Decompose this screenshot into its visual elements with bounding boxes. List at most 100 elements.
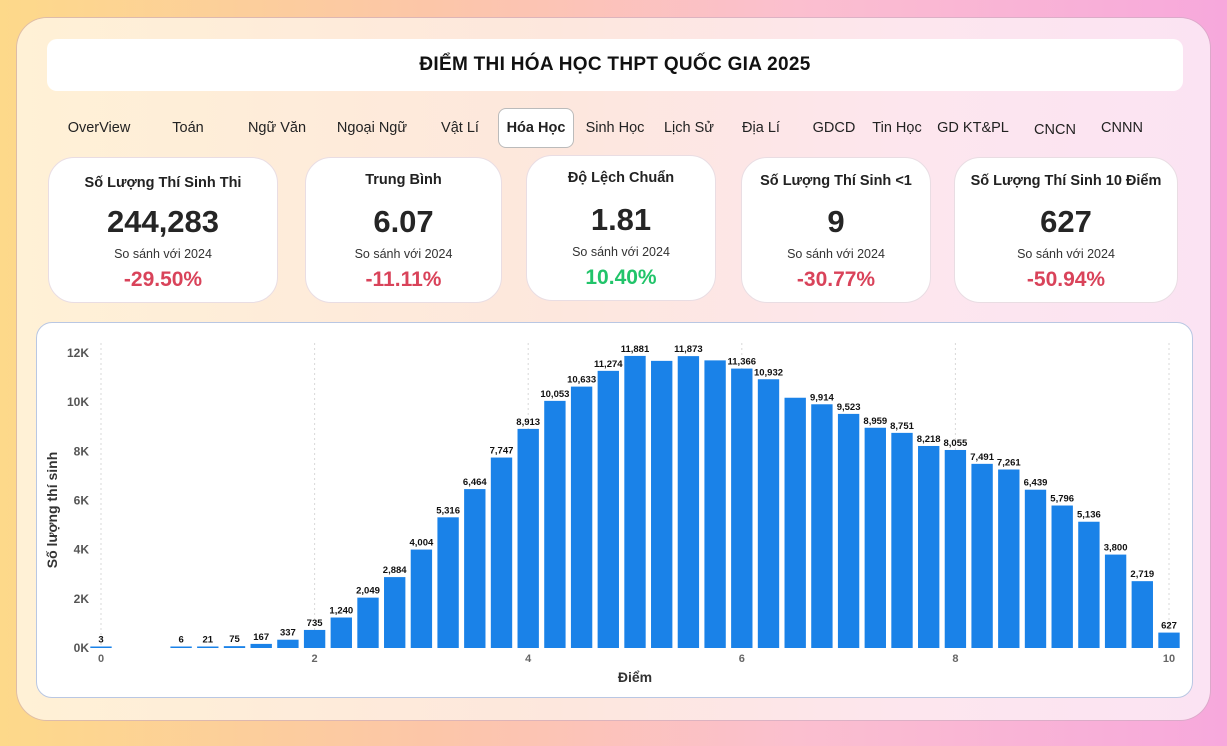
score-distribution-chart: 3 6 21 75 167 337 735 1,240 2,049 2,884 4,004 5,316… [36,322,1193,698]
bar-value-label: 8,959 [863,416,887,427]
stat-card-delta: -11.11% [365,268,442,291]
bar[interactable] [384,577,406,648]
bar[interactable] [597,370,619,648]
bar[interactable] [731,368,753,648]
bar[interactable] [837,413,860,648]
bar-value-label: 5,796 [1050,494,1074,505]
bar[interactable] [757,379,780,648]
tab-ngu-van[interactable]: Ngữ Văn [247,120,307,136]
tab-cncn[interactable]: CNCN [1034,122,1076,138]
bar-value-label: 11,873 [674,344,703,355]
tab-vat-li[interactable]: Vật Lí [441,120,479,136]
bar[interactable] [918,445,940,648]
bar-value-label: 2,884 [383,565,407,576]
bar[interactable] [490,457,513,648]
bar[interactable] [811,404,833,648]
bar-value-label: 5,136 [1077,510,1101,521]
bar-value-label: 9,914 [810,392,834,403]
stat-card-compare: So sánh với 2024 [114,247,212,261]
tab-dia-li[interactable]: Địa Lí [742,120,780,136]
bar[interactable] [784,397,806,648]
bar-value-label: 7,491 [970,452,994,463]
stat-card-value: 9 [827,204,845,239]
bar-value-label: 8,913 [516,417,540,428]
bar-value-label: 6 [178,635,183,646]
bar[interactable] [944,449,967,648]
bar[interactable] [1131,581,1153,648]
bar-value-label: 627 [1161,621,1177,632]
bar[interactable] [651,360,673,648]
tab-tin-hoc[interactable]: Tin Học [872,120,922,136]
bar-value-label: 10,053 [540,389,569,400]
bar[interactable] [570,386,593,648]
bar[interactable] [250,643,272,648]
tab-sinh-hoc[interactable]: Sinh Học [585,120,645,136]
tab-toan[interactable]: Toán [172,120,204,136]
bar[interactable] [277,639,299,648]
bar-value-label: 1,240 [329,606,353,617]
stat-card-compare: So sánh với 2024 [787,247,885,261]
tab-gdcd[interactable]: GDCD [812,120,856,136]
bar-value-label: 6,464 [463,477,487,488]
tab-hoa-hoc[interactable]: Hóa Học [498,108,574,148]
stat-card-total: Số Lượng Thí Sinh Thi 244,283 So sánh vớ… [48,157,278,303]
bar[interactable] [1024,489,1047,648]
y-tick-label: 12K [67,346,89,360]
bar-value-label: 8,751 [890,421,914,432]
bar[interactable] [303,629,326,648]
bar[interactable] [517,428,539,648]
y-tick-label: 8K [74,444,90,458]
bar[interactable] [1158,632,1180,648]
bar[interactable] [998,469,1020,648]
bar[interactable] [437,517,459,648]
stat-card-value: 244,283 [106,204,220,239]
bar-value-label: 7,261 [997,458,1021,469]
x-tick-label: 8 [952,653,958,665]
bar[interactable] [544,400,566,648]
bar[interactable] [170,646,192,649]
bar[interactable] [464,489,486,648]
bar-value-label: 7,747 [490,446,514,457]
bar[interactable] [704,360,726,648]
bar[interactable] [677,356,700,648]
stat-card-compare: So sánh với 2024 [354,247,453,261]
bar-value-label: 11,366 [728,357,757,368]
stat-card-value: 6.07 [373,204,434,239]
bar-value-label: 75 [229,634,240,645]
tab-cnnn[interactable]: CNNN [1101,120,1143,136]
bar[interactable] [410,549,433,648]
bar[interactable] [357,597,379,648]
x-tick-label: 4 [525,653,532,665]
y-tick-label: 6K [74,494,90,508]
bar-value-label: 4,004 [410,538,434,549]
stat-card-delta: -29.50% [123,268,203,291]
bar[interactable] [330,617,352,648]
stat-card-below-one: Số Lượng Thí Sinh <1 9 So sánh với 2024 … [741,157,931,303]
bar[interactable] [1104,554,1127,648]
bar-value-label: 5,316 [436,505,460,516]
bar-value-label: 11,274 [594,359,623,370]
bar[interactable] [891,432,913,648]
bar[interactable] [864,427,886,648]
bar[interactable] [1078,521,1100,648]
bar[interactable] [90,646,112,649]
stat-card-label: Trung Bình [365,172,442,188]
stat-card-compare: So sánh với 2024 [1017,247,1115,261]
bar[interactable] [197,646,219,649]
bar-value-label: 735 [307,618,324,629]
y-tick-label: 4K [74,543,90,557]
tab-lich-su[interactable]: Lịch Sử [663,120,714,136]
tab-ngoai-ngu[interactable]: Ngoại Ngữ [336,120,408,136]
bar[interactable] [1051,505,1073,648]
tab-overview[interactable]: OverView [67,120,131,136]
bar[interactable] [223,646,246,648]
stat-card-label: Độ Lệch Chuẩn [567,170,675,186]
bar-value-label: 9,523 [837,402,861,413]
bar-value-label: 8,218 [917,434,941,445]
tab-gd-kt-pl[interactable]: GD KT&PL [937,120,1009,136]
bar[interactable] [624,355,646,648]
bar[interactable] [971,463,993,648]
x-tick-label: 0 [98,653,104,665]
